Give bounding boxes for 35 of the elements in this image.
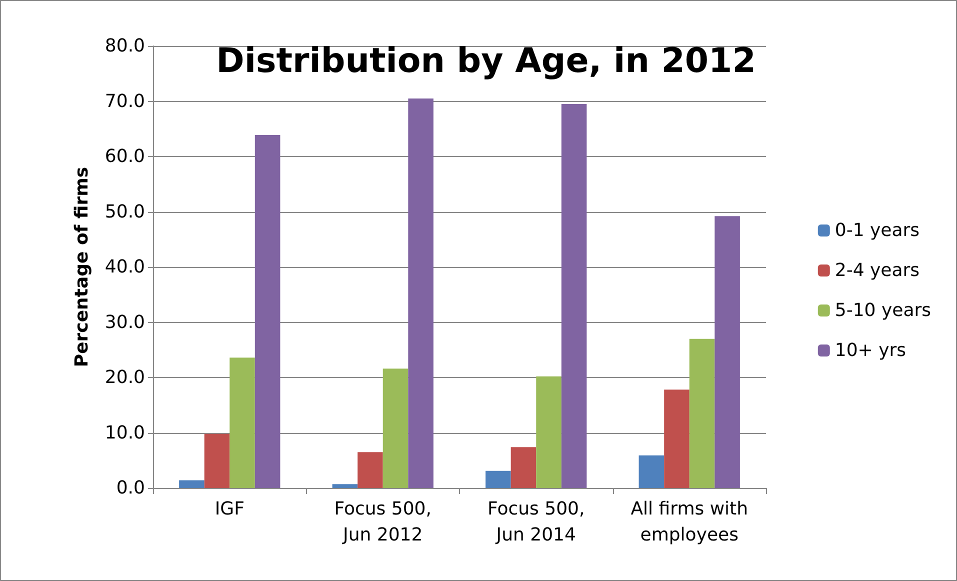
bar [689,338,715,488]
bar [254,134,280,488]
bar [664,390,690,488]
y-axis-title: Percentage of firms [72,166,92,368]
bar [638,455,664,488]
bar [230,358,255,488]
y-tick-label: 0.0 [116,478,145,498]
x-tick-label: Focus 500, Jun 2014 [488,498,585,546]
bar [536,376,562,488]
x-tick-label: IGF [214,498,244,520]
bar [358,452,383,488]
x-tick-label: All firms with employees [630,498,748,546]
y-tick-label: 30.0 [104,312,145,333]
bar [561,104,587,488]
legend-label: 0-1 years [834,220,920,241]
bar [714,216,740,488]
y-tick-label: 80.0 [104,36,145,56]
bar [382,368,408,488]
bar [179,480,204,488]
y-tick-label: 60.0 [104,146,145,167]
bar [408,98,434,488]
legend-label: 5-10 years [834,300,931,321]
y-tick-label: 10.0 [104,422,145,444]
y-tick-label: 50.0 [104,201,145,222]
legend-label: 10+ yrs [834,340,906,361]
bar [332,484,358,488]
bar [510,447,536,488]
x-tick-label: Focus 500, Jun 2012 [334,498,432,546]
y-tick-label: 40.0 [104,256,145,278]
chart-title: Distribution by Age, in 2012 [216,41,756,81]
legend-label: 2-4 years [834,260,920,281]
y-tick-label: 70.0 [104,90,145,112]
bar [204,434,230,488]
y-tick-label: 20.0 [104,367,145,388]
bar [486,470,511,488]
